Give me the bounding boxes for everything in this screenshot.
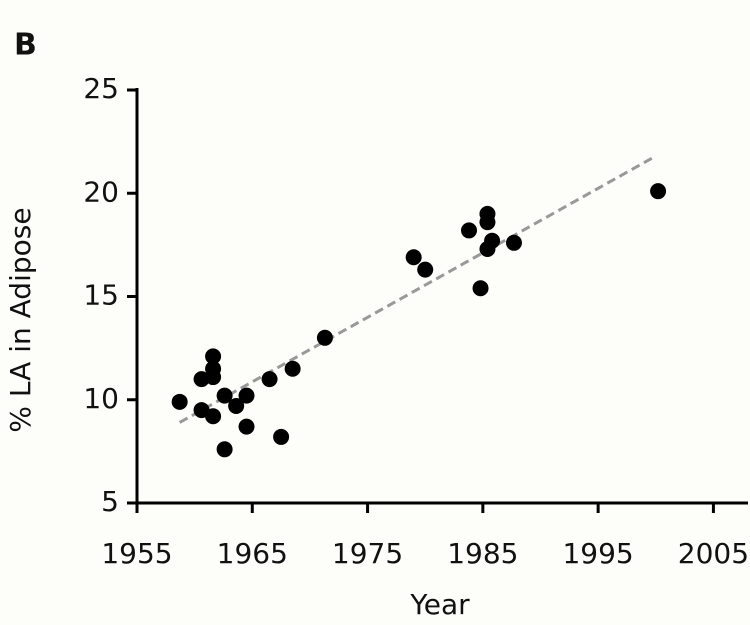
point xyxy=(238,387,255,404)
x-tick-label: 1985 xyxy=(447,537,518,570)
point xyxy=(228,397,245,414)
point xyxy=(484,232,501,249)
x-tick-label: 2005 xyxy=(678,537,749,570)
y-tick-label: 5 xyxy=(101,485,119,518)
point xyxy=(216,441,233,458)
point xyxy=(205,348,222,365)
trend-line xyxy=(178,154,657,424)
y-tick-label: 10 xyxy=(83,382,119,415)
x-tick-label: 1965 xyxy=(217,537,288,570)
y-tick-label: 20 xyxy=(83,175,119,208)
panel-label: B xyxy=(14,28,37,63)
point xyxy=(479,214,496,231)
point xyxy=(205,369,222,386)
point xyxy=(461,222,478,239)
point xyxy=(316,329,333,346)
x-tick-label: 1995 xyxy=(562,537,633,570)
point xyxy=(216,387,233,404)
point xyxy=(472,280,489,297)
y-tick-label: 25 xyxy=(83,72,119,105)
x-tick-label: 1975 xyxy=(332,537,403,570)
point xyxy=(238,418,255,435)
point xyxy=(261,371,278,388)
point xyxy=(405,249,422,266)
x-axis-title: Year xyxy=(409,588,470,621)
point xyxy=(505,234,522,251)
y-tick-label: 15 xyxy=(83,279,119,312)
point xyxy=(273,428,290,445)
y-axis-title: % LA in Adipose xyxy=(4,207,37,432)
point xyxy=(171,393,188,410)
point xyxy=(205,408,222,425)
x-tick-label: 1955 xyxy=(101,537,172,570)
point xyxy=(417,261,434,278)
point xyxy=(284,360,301,377)
point xyxy=(650,183,667,200)
